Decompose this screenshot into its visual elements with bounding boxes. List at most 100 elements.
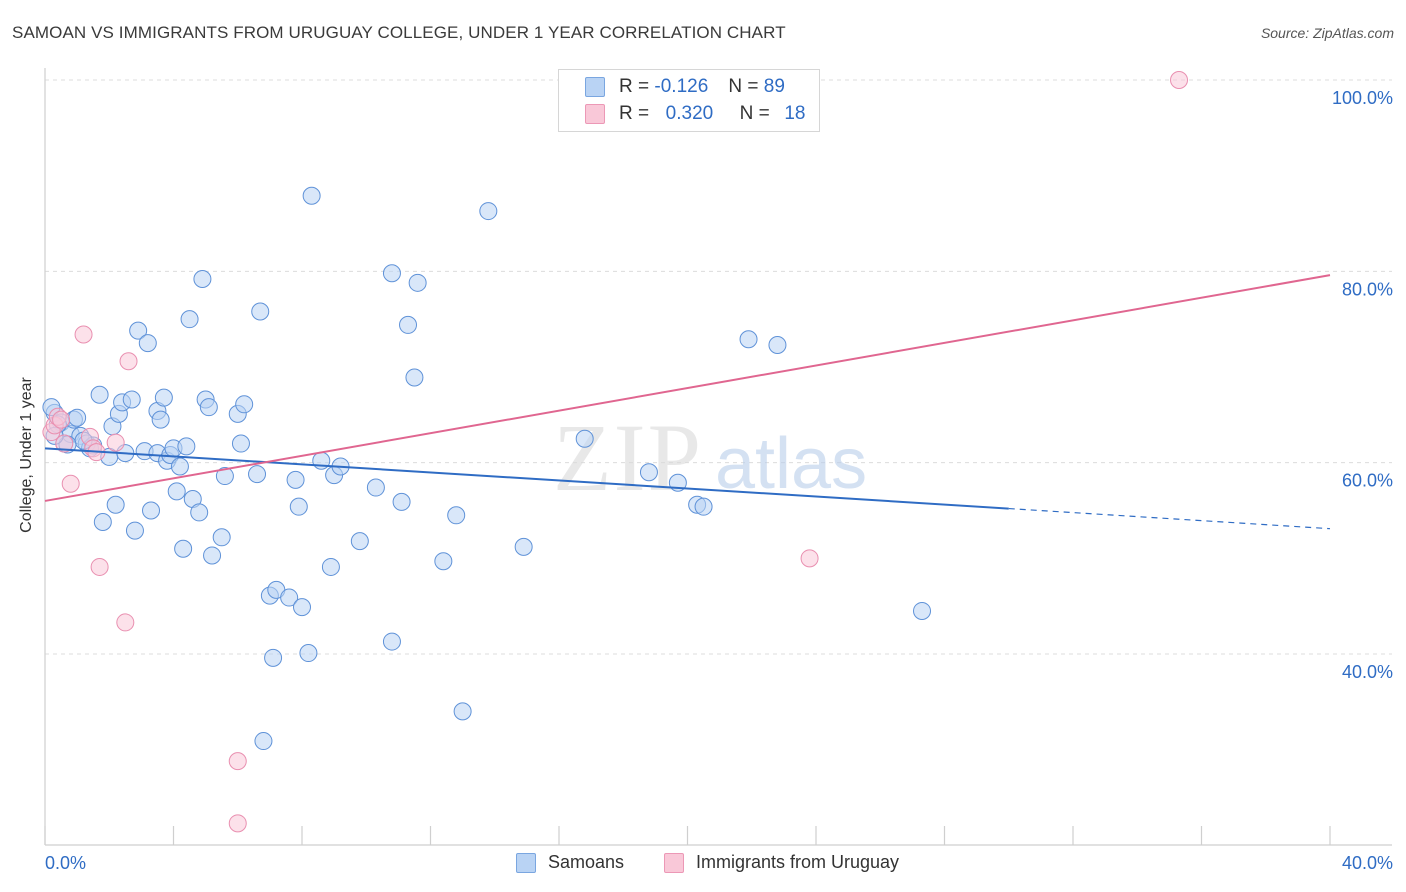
samoans-point: [293, 598, 311, 617]
samoans-point: [289, 497, 308, 516]
samoans-point: [251, 302, 270, 321]
samoans-point: [350, 532, 369, 551]
bottom-legend-label-uruguay: Immigrants from Uruguay: [696, 852, 900, 872]
legend-row-samoans: R = -0.126 N = 89: [585, 75, 785, 99]
samoans-point: [151, 410, 170, 429]
grid-lines: [45, 79, 1392, 655]
samoans-point: [434, 552, 453, 571]
samoans-point: [694, 497, 713, 516]
samoans-point: [174, 539, 193, 558]
samoans-point: [280, 588, 299, 607]
legend-row-uruguay: R = 0.320 N = 18: [585, 102, 805, 126]
samoans-point: [399, 315, 418, 334]
uruguay-point: [61, 474, 80, 493]
samoans-point: [299, 644, 318, 663]
samoans-point: [235, 395, 254, 414]
samoans-point: [768, 335, 787, 354]
uruguay-point: [90, 557, 109, 576]
uruguay-point: [74, 325, 93, 344]
samoans-point: [167, 482, 186, 501]
x-tick-label: 0.0%: [45, 853, 86, 873]
legend-n-label: N =: [728, 76, 759, 97]
uruguay-point: [800, 549, 819, 568]
samoans-point: [575, 429, 594, 448]
x-tick-label: 40.0%: [1342, 853, 1393, 873]
uruguay-point: [116, 613, 135, 632]
samoans-point: [180, 310, 199, 329]
chart-title: SAMOAN VS IMMIGRANTS FROM URUGUAY COLLEG…: [12, 23, 786, 42]
samoans-point: [215, 467, 234, 486]
samoans-point: [392, 492, 411, 511]
correlation-legend: R = -0.126 N = 89 R = 0.320 N = 18: [558, 69, 820, 132]
uruguay-point: [119, 352, 138, 371]
samoans-point: [154, 388, 173, 407]
samoans-point: [248, 465, 267, 484]
samoans-point: [212, 528, 231, 547]
series-uruguay: [42, 71, 1189, 833]
samoans-point: [302, 186, 321, 205]
source-label: Source: ZipAtlas.com: [1260, 25, 1394, 41]
legend-swatch-uruguay: [585, 104, 605, 124]
samoans-point: [231, 434, 250, 453]
samoans-point: [90, 385, 109, 404]
samoans-point: [382, 632, 401, 651]
samoans-trend-line: [44, 447, 1009, 510]
samoans-point: [254, 732, 273, 751]
uruguay-point: [1170, 71, 1189, 89]
uruguay-point: [228, 752, 247, 771]
axes: [44, 68, 1392, 846]
samoans-point: [447, 506, 466, 525]
samoans-trend-extension: [1008, 507, 1331, 530]
samoans-point: [913, 601, 932, 620]
samoans-point: [190, 503, 209, 522]
watermark-atlas: atlas: [715, 424, 867, 504]
watermark-zip: ZIP: [553, 404, 703, 511]
samoans-point: [170, 457, 189, 476]
samoans-point: [199, 398, 218, 417]
samoans-point: [514, 537, 533, 556]
samoans-point: [142, 501, 161, 520]
bottom-swatch-samoans: [516, 852, 536, 873]
legend-n-label: N =: [739, 103, 770, 124]
legend-swatch-samoans: [585, 77, 605, 97]
legend-n-uruguay: 18: [784, 103, 806, 124]
bottom-swatch-uruguay: [664, 852, 684, 873]
samoans-point: [321, 557, 340, 576]
samoans-point: [639, 463, 658, 482]
uruguay-point: [228, 814, 247, 833]
tick-labels: 100.0% 80.0% 60.0% 40.0% 0.0% 40.0%: [45, 88, 1393, 873]
y-axis-label: College, Under 1 year: [18, 377, 35, 533]
legend-n-samoans: 89: [763, 76, 785, 97]
samoans-point: [286, 470, 305, 489]
samoans-point: [125, 521, 144, 540]
samoans-point: [405, 368, 424, 387]
bottom-legend-samoans: Samoans: [516, 852, 624, 873]
samoans-point: [177, 437, 196, 456]
bottom-legend-label-samoans: Samoans: [548, 852, 625, 872]
samoans-point: [366, 478, 385, 497]
bottom-legend-uruguay: Immigrants from Uruguay: [664, 852, 899, 873]
uruguay-point: [52, 410, 71, 429]
samoans-point: [122, 390, 141, 409]
watermark: ZIP atlas: [553, 404, 867, 511]
samoans-point: [68, 408, 87, 427]
y-tick-label: 80.0%: [1342, 279, 1393, 299]
legend-r-label: R =: [619, 103, 650, 124]
samoans-point: [93, 512, 112, 531]
y-tick-label: 100.0%: [1332, 88, 1393, 108]
samoans-point: [739, 330, 758, 349]
samoans-point: [408, 273, 427, 292]
legend-r-uruguay: 0.320: [665, 103, 714, 124]
uruguay-trend-line: [44, 274, 1331, 502]
samoans-point: [138, 334, 157, 353]
samoans-point: [264, 648, 283, 667]
legend-r-samoans: -0.126: [654, 76, 709, 97]
uruguay-point: [106, 433, 125, 452]
y-tick-label: 60.0%: [1342, 471, 1393, 491]
samoans-point: [129, 321, 148, 340]
y-tick-label: 40.0%: [1342, 662, 1393, 682]
samoans-point: [203, 546, 222, 565]
samoans-point: [193, 269, 212, 288]
uruguay-point: [55, 434, 74, 453]
samoans-point: [453, 702, 472, 721]
